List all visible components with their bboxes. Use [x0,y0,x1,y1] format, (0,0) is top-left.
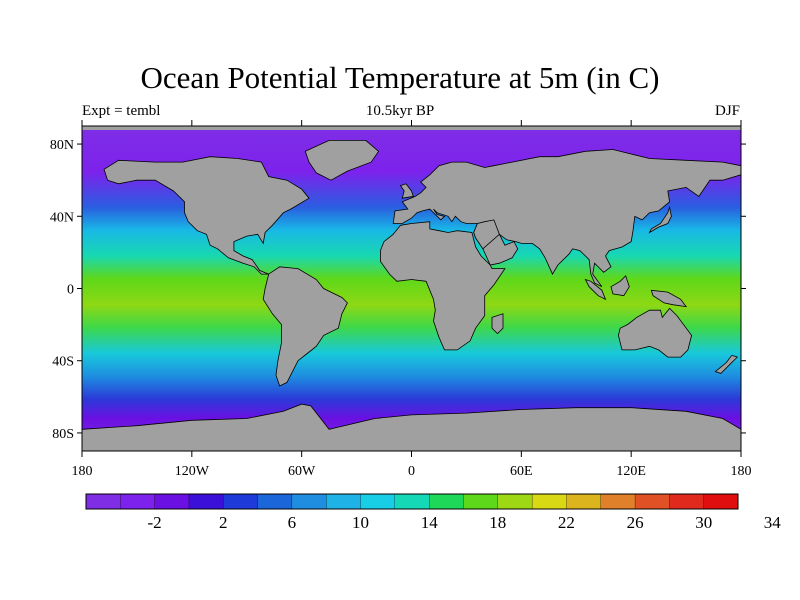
colorbar-swatch [326,493,361,510]
map-plot-area [82,126,741,451]
land-north-america [103,156,310,275]
colorbar-tick-label: 18 [489,513,506,532]
land-borneo [610,275,630,297]
colorbar-tick-label: 34 [764,513,782,532]
colorbar-swatch [394,493,430,510]
experiment-label: Expt = tembl [82,103,161,119]
land-sumatra [584,278,607,301]
colorbar-swatch [429,493,464,510]
colorbar-swatch [257,493,293,510]
colorbar-swatch [223,493,259,510]
land-new-zealand [714,354,739,374]
land-australia [617,307,693,358]
land-south-america [262,266,348,387]
colorbar-swatch [703,493,739,510]
lat-tick-label: 40N [50,210,74,225]
land-arctic-band [82,126,741,130]
colorbar-tick-label: 6 [288,513,297,532]
colorbar-tick-label: -2 [148,513,162,532]
colorbar-swatch [634,493,670,510]
colorbar-swatch [291,493,327,510]
land-japan [648,205,672,234]
land-new-guinea [650,289,688,308]
lon-tick-label: 120W [175,464,210,479]
colorbar-swatch [669,493,705,510]
colorbar-swatch [531,493,567,510]
land-eurasia [392,149,741,288]
lon-tick-label: 180 [731,464,752,479]
lon-tick-label: 120E [616,464,646,479]
colorbar-tick-label: 30 [695,513,712,532]
colorbar-frame [85,493,739,510]
land-antarctica [82,403,741,451]
colorbar-swatch [188,493,224,510]
lat-tick-label: 40S [52,355,74,370]
colorbar-swatch [360,493,396,510]
colorbar-tick-label: 10 [352,513,369,532]
time-period-label: 10.5kyr BP [365,103,435,119]
lat-tick-label: 0 [67,283,74,298]
colorbar-swatch [85,493,121,510]
lon-tick-label: 60E [510,464,533,479]
lon-tick-label: 0 [408,464,415,479]
land-greenland [304,139,380,181]
land-arabia-link [473,219,500,250]
colorbar: -226101418222630343842 [85,493,782,532]
land-masses [82,126,741,451]
land-africa [379,221,506,351]
colorbar-swatch [600,493,636,510]
latitude-axis: 80N 40N 0 40S 80S [50,138,746,442]
land-madagascar [491,313,504,335]
colorbar-swatch [463,493,499,510]
chart-title: Ocean Potential Temperature at 5m (in C) [140,60,660,95]
colorbar-swatch [120,493,156,510]
colorbar-tick-label: 2 [219,513,228,532]
lat-tick-label: 80S [52,427,74,442]
colorbar-swatch [154,493,190,510]
land-uk [399,183,414,199]
colorbar-swatch [497,493,533,510]
longitude-axis: 180 120W 60W 0 60E 120E 180 [72,120,752,479]
colorbar-swatch [566,493,602,510]
lat-tick-label: 80N [50,138,74,153]
season-label: DJF [714,103,740,119]
colorbar-tick-label: 14 [421,513,439,532]
lon-tick-label: 180 [72,464,93,479]
colorbar-tick-label: 26 [627,513,644,532]
lon-tick-label: 60W [288,464,316,479]
colorbar-tick-label: 22 [558,513,575,532]
